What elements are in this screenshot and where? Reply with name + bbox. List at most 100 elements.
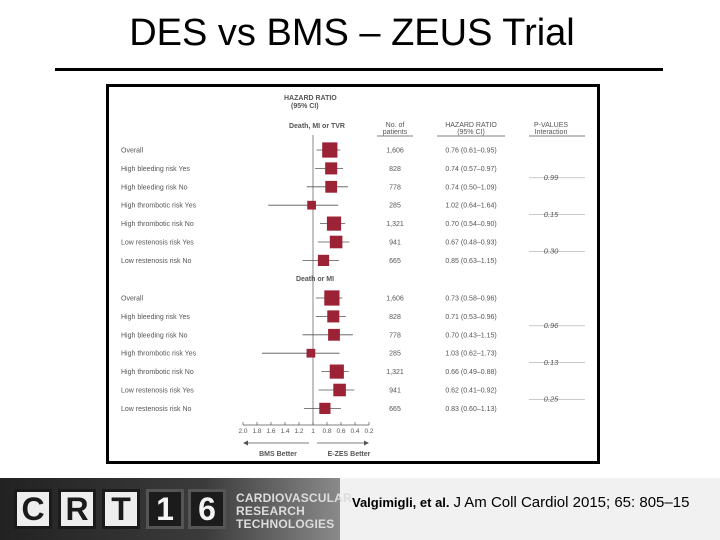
citation-journal: J Am Coll Cardiol 2015; 65: 805–15 — [453, 494, 690, 511]
citation-authors: Valgimigli, et al. — [352, 495, 450, 510]
hr-marker — [329, 235, 343, 249]
x-tick-label: 0.4 — [350, 428, 359, 435]
row-label: High thrombotic risk Yes — [121, 351, 197, 358]
logo-subtitle-line: TECHNOLOGIES — [236, 517, 335, 531]
col-header-hr-ci: (95% CI) — [457, 129, 485, 136]
row-hr-text: 0.74 (0.50–1.09) — [445, 184, 496, 191]
forest-plot: HAZARD RATIO(95% CI)No. ofpatientsHAZARD… — [121, 95, 585, 458]
x-tick-label: 2.0 — [238, 428, 247, 435]
row-hr-text: 0.83 (0.60–1.13) — [445, 406, 496, 413]
row-label: Low restenosis risk Yes — [121, 240, 194, 247]
x-tick-label: 1.2 — [294, 428, 303, 435]
row-hr-text: 0.85 (0.63–1.15) — [445, 258, 496, 265]
row-patients: 1,606 — [386, 148, 404, 155]
row-label: High bleeding risk No — [121, 332, 188, 339]
row-label: High bleeding risk Yes — [121, 166, 190, 173]
col-header-p-sub: Interaction — [535, 129, 568, 136]
logo-letter: C — [14, 489, 52, 529]
row-label: Overall — [121, 148, 144, 155]
row-patients: 1,321 — [386, 221, 404, 228]
p-value: 0.13 — [544, 358, 559, 367]
footer-logo-area: C R T 1 6 CARDIOVASCULAR RESEARCH TECHNO… — [0, 478, 352, 540]
x-tick-label: 1.6 — [266, 428, 275, 435]
row-hr-text: 0.73 (0.58–0.96) — [445, 296, 496, 303]
x-tick-label: 0.8 — [322, 428, 331, 435]
p-value: 0.96 — [544, 321, 559, 330]
x-left-label: BMS Better — [259, 451, 297, 458]
row-label: Low restenosis risk No — [121, 258, 192, 265]
logo-letter: T — [102, 489, 140, 529]
row-hr-text: 0.67 (0.48–0.93) — [445, 240, 496, 247]
col-header-hr: HAZARD RATIO — [445, 122, 497, 129]
col-header-p: P-VALUES — [534, 122, 568, 129]
hr-marker — [322, 142, 338, 158]
forest-plot-figure: HAZARD RATIO (95% CI) No. of patients HAZARD… — [106, 84, 600, 464]
hr-marker — [306, 348, 316, 358]
hr-marker — [325, 180, 338, 193]
p-value: 0.99 — [544, 173, 559, 182]
logo-subtitle-line: CARDIOVASCULAR — [236, 491, 352, 505]
row-label: High bleeding risk Yes — [121, 314, 190, 321]
hr-marker — [319, 402, 331, 415]
logo-subtitle-line: RESEARCH — [236, 504, 305, 518]
row-patients: 665 — [389, 258, 401, 265]
row-patients: 1,321 — [386, 369, 404, 376]
hr-marker — [329, 364, 344, 379]
arrow-right-head — [364, 440, 369, 446]
x-tick-label: 0.2 — [364, 428, 373, 435]
row-patients: 941 — [389, 240, 401, 247]
row-patients: 828 — [389, 314, 401, 321]
row-patients: 778 — [389, 184, 401, 191]
row-hr-text: 0.70 (0.54–0.90) — [445, 221, 496, 228]
col-header-n: No. of — [386, 122, 405, 129]
hr-marker — [317, 254, 330, 267]
row-patients: 828 — [389, 166, 401, 173]
x-right-label: E-ZES Better — [328, 451, 371, 458]
row-label: Low restenosis risk Yes — [121, 388, 194, 395]
x-tick-label: 1.4 — [280, 428, 289, 435]
x-tick-label: 1.8 — [252, 428, 261, 435]
row-label: High thrombotic risk Yes — [121, 203, 197, 210]
p-value: 0.25 — [544, 395, 559, 404]
hr-marker — [333, 383, 346, 397]
logo-letter: R — [58, 489, 96, 529]
hr-marker — [325, 162, 338, 175]
row-label: Low restenosis risk No — [121, 406, 192, 413]
row-hr-text: 0.62 (0.41–0.92) — [445, 388, 496, 395]
p-value: 0.30 — [544, 247, 559, 256]
row-patients: 665 — [389, 406, 401, 413]
logo-digit: 6 — [188, 489, 226, 529]
hr-title-ci: (95% CI) — [291, 103, 319, 110]
arrow-left-head — [243, 440, 248, 446]
row-label: Overall — [121, 296, 144, 303]
footer-bar: C R T 1 6 CARDIOVASCULAR RESEARCH TECHNO… — [0, 478, 720, 540]
row-hr-text: 0.70 (0.43–1.15) — [445, 332, 496, 339]
p-value: 0.15 — [544, 210, 559, 219]
row-hr-text: 0.74 (0.57–0.97) — [445, 166, 496, 173]
title-underline — [55, 68, 663, 71]
row-label: High bleeding risk No — [121, 184, 188, 191]
hr-marker — [307, 200, 316, 210]
row-label: High thrombotic risk No — [121, 369, 194, 376]
slide-title: DES vs BMS – ZEUS Trial — [129, 12, 575, 54]
row-label: High thrombotic risk No — [121, 221, 194, 228]
row-patients: 285 — [389, 351, 401, 358]
hr-marker — [324, 290, 340, 306]
row-hr-text: 1.03 (0.62–1.73) — [445, 351, 496, 358]
logo-digit: 1 — [146, 489, 184, 529]
row-hr-text: 0.76 (0.61–0.95) — [445, 148, 496, 155]
row-patients: 778 — [389, 332, 401, 339]
row-patients: 285 — [389, 203, 401, 210]
hr-marker — [328, 328, 340, 341]
hr-marker — [327, 310, 340, 323]
x-tick-label: 1 — [311, 428, 315, 435]
x-tick-label: 0.6 — [336, 428, 345, 435]
row-hr-text: 0.66 (0.49–0.88) — [445, 369, 496, 376]
row-patients: 1,606 — [386, 296, 404, 303]
col-header-n-sub: patients — [383, 129, 408, 136]
section-title: Death or MI — [296, 276, 334, 283]
citation: Valgimigli, et al. J Am Coll Cardiol 201… — [352, 494, 689, 511]
row-patients: 941 — [389, 388, 401, 395]
row-hr-text: 0.71 (0.53–0.96) — [445, 314, 496, 321]
hr-marker — [326, 216, 342, 231]
